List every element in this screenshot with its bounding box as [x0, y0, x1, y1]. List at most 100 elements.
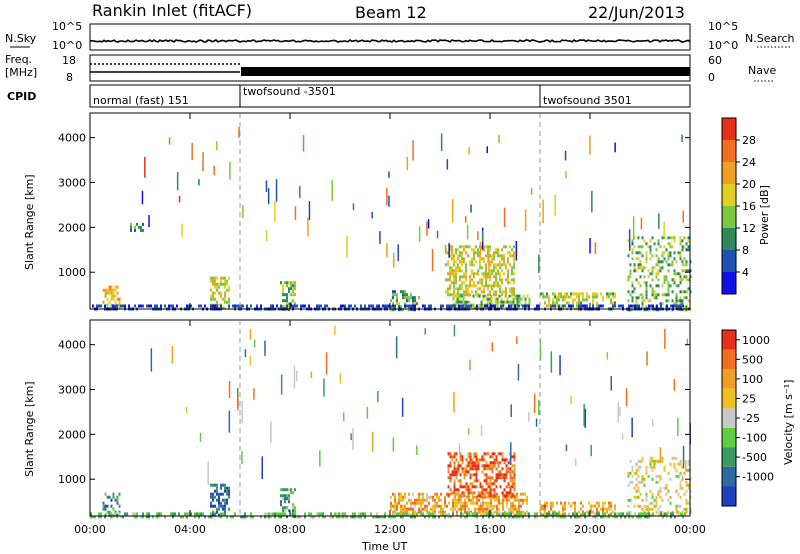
ground-cell — [574, 512, 576, 516]
scatter-cell — [548, 304, 550, 308]
scatter-cell — [614, 507, 616, 511]
scatter-cell — [467, 470, 470, 474]
scatter-cell — [400, 495, 402, 499]
scatter-cell — [509, 254, 511, 258]
scatter-cell — [414, 299, 416, 303]
scatter-cell — [410, 504, 412, 508]
scatter-cell — [513, 272, 515, 276]
ground-cell — [164, 515, 166, 519]
ground-cell — [568, 512, 570, 516]
scatter-cell — [496, 300, 499, 304]
scatter-cell — [501, 281, 503, 285]
scatter-cell — [685, 290, 688, 294]
scatter-cell — [226, 486, 228, 490]
scatter-cell — [451, 491, 454, 495]
scatter-cell — [470, 306, 473, 310]
freq-panel: Freq. [MHz] 18 8 60 0 Nave — [5, 53, 776, 84]
scatter-cell — [657, 242, 660, 246]
scatter-cell — [228, 507, 230, 511]
ground-cell — [378, 304, 380, 308]
colorbar-tick-label: 1000 — [742, 334, 770, 347]
scatter-cell — [449, 464, 452, 468]
ground-cell — [156, 304, 158, 308]
ground-cell — [140, 515, 142, 519]
scatter-cell — [478, 303, 481, 307]
ground-cell — [528, 512, 530, 516]
ground-cell — [226, 515, 228, 519]
ground-cell — [174, 512, 176, 516]
scatter-streak — [564, 150, 567, 161]
scatter-cell — [477, 254, 479, 258]
scatter-cell — [572, 298, 574, 302]
scatter-streak — [386, 243, 388, 258]
scatter-cell — [651, 236, 654, 240]
scatter-cell — [554, 301, 556, 305]
scatter-cell — [390, 495, 392, 499]
ground-cell — [200, 304, 202, 308]
scatter-cell — [499, 452, 502, 456]
scatter-cell — [467, 464, 470, 468]
scatter-cell — [639, 492, 642, 496]
scatter-cell — [477, 467, 480, 471]
scatter-cell — [457, 461, 460, 465]
ground-cell — [460, 515, 462, 519]
scatter-cell — [665, 299, 668, 303]
scatter-cell — [456, 513, 458, 517]
scatter-cell — [481, 485, 484, 489]
scatter-cell — [294, 506, 296, 510]
colorbar-segment — [722, 388, 736, 409]
scatter-cell — [548, 295, 550, 299]
ground-cell — [356, 515, 358, 519]
scatter-cell — [489, 464, 492, 468]
scatter-cell — [455, 452, 458, 456]
nsearch-tick-top: 10^5 — [708, 20, 738, 33]
scatter-cell — [114, 300, 117, 304]
scatter-cell — [501, 458, 504, 462]
scatter-cell — [422, 501, 424, 505]
scatter-cell — [220, 504, 222, 508]
scatter-cell — [641, 269, 644, 273]
scatter-cell — [392, 302, 394, 306]
scatter-cell — [490, 300, 493, 304]
scatter-cell — [451, 245, 453, 249]
ground-cell — [180, 515, 182, 519]
colorbar-tick-label: -100 — [742, 432, 767, 445]
scatter-cell — [604, 507, 606, 511]
ground-cell — [120, 304, 122, 308]
scatter-cell — [475, 479, 478, 483]
scatter-cell — [570, 295, 572, 299]
scatter-streak — [244, 349, 247, 358]
scatter-streak — [682, 210, 684, 223]
scatter-cell — [509, 290, 511, 294]
scatter-cell — [499, 275, 501, 279]
scatter-cell — [106, 495, 109, 499]
scatter-streak — [589, 238, 591, 254]
scatter-cell — [661, 284, 664, 288]
scatter-cell — [469, 260, 471, 264]
ground-cell — [556, 512, 558, 516]
ground-cell — [140, 304, 142, 308]
scatter-cell — [679, 275, 682, 279]
ground-cell — [360, 304, 362, 308]
scatter-cell — [452, 510, 454, 514]
scatter-cell — [228, 276, 230, 280]
scatter-cell — [675, 302, 678, 306]
scatter-cell — [228, 306, 230, 310]
scatter-cell — [554, 510, 556, 514]
scatter-cell — [513, 455, 516, 459]
scatter-cell — [483, 452, 486, 456]
scatter-cell — [507, 272, 509, 276]
ground-cell — [402, 515, 404, 519]
scatter-cell — [469, 464, 472, 468]
x-tick-label: 08:00 — [274, 523, 306, 536]
scatter-cell — [280, 503, 282, 507]
scatter-cell — [614, 301, 616, 305]
scatter-cell — [671, 245, 674, 249]
scatter-cell — [576, 301, 578, 305]
scatter-cell — [458, 300, 461, 304]
power-colorbar-label: Power [dB] — [758, 185, 771, 245]
scatter-cell — [552, 292, 554, 296]
ground-cell — [92, 304, 94, 308]
scatter-streak — [524, 209, 527, 231]
scatter-cell — [406, 299, 408, 303]
